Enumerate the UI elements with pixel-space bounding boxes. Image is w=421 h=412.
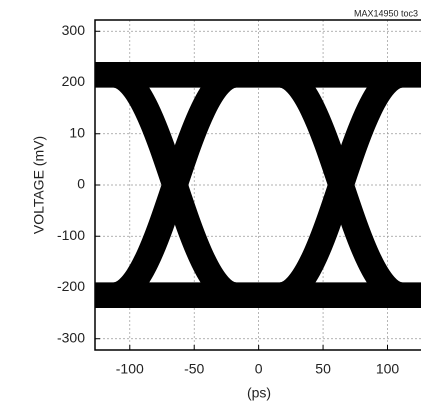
y-tick-label: -200 — [57, 278, 85, 294]
plot-area — [95, 20, 421, 350]
y-tick-label: -100 — [57, 227, 85, 243]
eye-transition — [110, 62, 240, 308]
x-tick-label: -100 — [116, 361, 144, 377]
y-tick-label: 0 — [77, 176, 85, 192]
x-tick-label: 0 — [255, 361, 263, 377]
x-axis-label: (ps) — [247, 385, 271, 401]
eye-transition — [276, 62, 406, 308]
y-tick-label: -300 — [57, 329, 85, 345]
x-tick-label: -50 — [184, 361, 204, 377]
y-tick-label: 200 — [62, 73, 86, 89]
y-tick-label: 300 — [62, 22, 86, 38]
y-axis-label: VOLTAGE (mV) — [31, 136, 47, 234]
x-tick-label: 50 — [315, 361, 331, 377]
annotation: MAX14950 toc3 — [354, 8, 418, 18]
y-tick-label: 10 — [69, 124, 85, 140]
x-tick-label: 100 — [376, 361, 400, 377]
